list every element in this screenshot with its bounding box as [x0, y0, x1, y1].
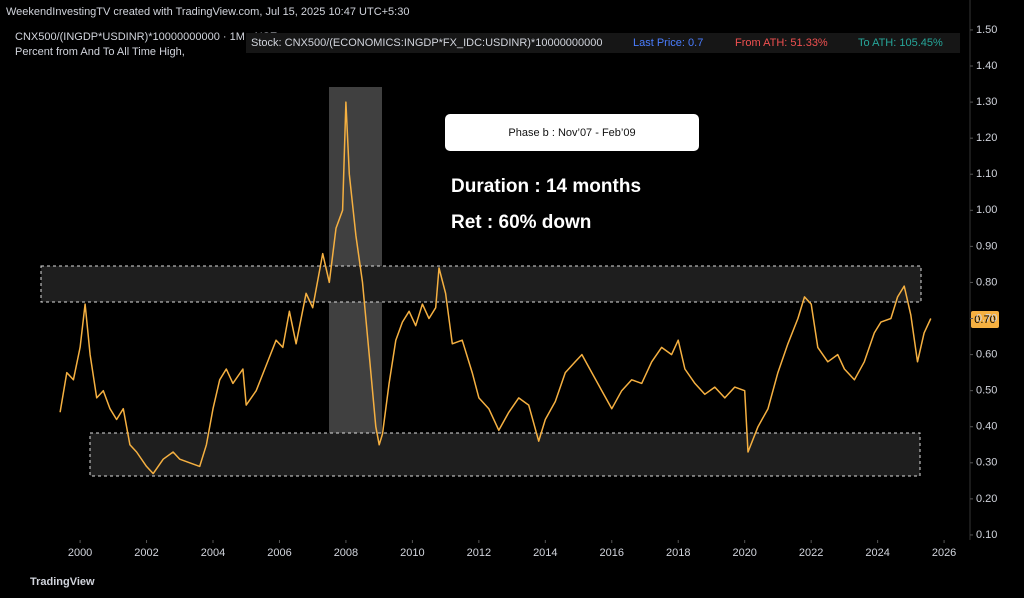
info-stock: Stock: CNX500/(ECONOMICS:INGDP*FX_IDC:US… [251, 37, 603, 49]
info-to: To ATH: 105.45% [858, 37, 943, 49]
x-tick-label: 2012 [467, 547, 491, 559]
y-tick-label: 1.00 [976, 204, 997, 216]
x-tick-label: 2022 [799, 547, 823, 559]
y-tick-label: 1.10 [976, 168, 997, 180]
x-tick-label: 2004 [201, 547, 225, 559]
x-tick-label: 2018 [666, 547, 690, 559]
y-tick-label: 0.40 [976, 421, 997, 433]
symbol: CNX500/(INGDP*USDINR)*10000000000 · 1M ·… [15, 31, 277, 43]
x-tick-label: 2026 [932, 547, 956, 559]
y-tick-label: 1.30 [976, 96, 997, 108]
y-tick-label: 0.70 [976, 312, 997, 324]
price-line [59, 101, 932, 475]
plot [59, 101, 932, 475]
x-tick-label: 2024 [865, 547, 889, 559]
y-tick-label: 0.80 [976, 276, 997, 288]
return-label: Ret : 60% down [451, 212, 591, 233]
indicator: Percent from And To All Time High, [15, 46, 185, 58]
y-tick-label: 1.50 [976, 24, 997, 36]
last-price-box [971, 311, 999, 328]
x-tick-label: 2002 [134, 547, 158, 559]
info-from: From ATH: 51.33% [735, 37, 828, 49]
resistance-zone [40, 265, 922, 303]
phase-box [445, 114, 699, 151]
x-tick-label: 2000 [68, 547, 92, 559]
header: WeekendInvestingTV created with TradingV… [6, 6, 409, 18]
x-tick-label: 2016 [600, 547, 624, 559]
y-tick-label: 1.20 [976, 132, 997, 144]
y-tick-label: 0.30 [976, 457, 997, 469]
duration-label: Duration : 14 months [451, 176, 641, 197]
footer: TradingView [30, 576, 95, 588]
support-zone [89, 432, 921, 477]
x-tick-label: 2008 [334, 547, 358, 559]
info-box [246, 33, 960, 53]
y-tick-label: 0.60 [976, 348, 997, 360]
y-tick-label: 0.10 [976, 529, 997, 541]
last-price-label: 0.70 [974, 314, 995, 326]
info-last: Last Price: 0.7 [633, 37, 703, 49]
x-tick-label: 2010 [400, 547, 424, 559]
y-tick-label: 0.20 [976, 493, 997, 505]
x-tick-label: 2014 [533, 547, 557, 559]
x-tick-label: 2020 [732, 547, 756, 559]
y-tick-label: 0.90 [976, 240, 997, 252]
x-tick-label: 2006 [267, 547, 291, 559]
y-tick-label: 1.40 [976, 60, 997, 72]
phase-label: Phase b : Nov’07 - Feb’09 [508, 127, 635, 139]
y-tick-label: 0.50 [976, 385, 997, 397]
